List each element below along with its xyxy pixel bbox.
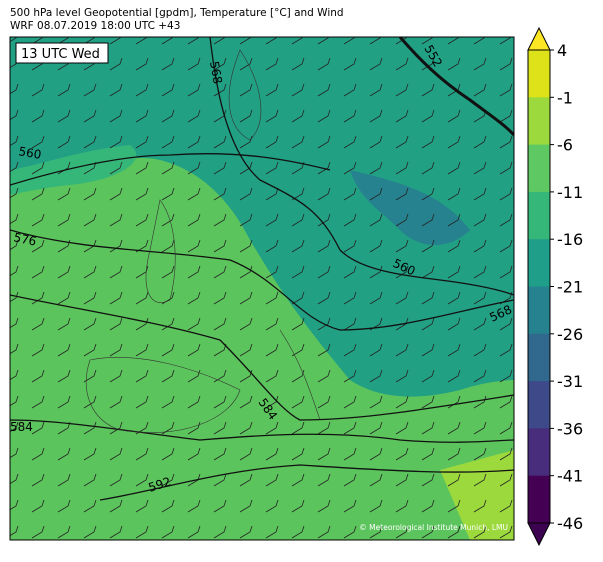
map xyxy=(10,37,514,540)
colorbar-tick-label: -11 xyxy=(557,183,583,202)
colorbar-band xyxy=(528,428,550,477)
colorbar-tick-label: -41 xyxy=(557,467,583,486)
colorbar-band xyxy=(528,97,550,146)
colorbar-band xyxy=(528,191,550,240)
wind-barbs xyxy=(10,37,514,540)
contour-label: 560 xyxy=(17,144,42,162)
contour-label: 592 xyxy=(147,474,173,494)
colorbar-band xyxy=(528,50,550,98)
colorbar-band xyxy=(528,286,550,335)
colorbar-tick-label: -21 xyxy=(557,278,583,297)
colorbar: 4 -1 -6 -11 -16 -21 -26 -31 -36 -41 -46 xyxy=(527,26,583,547)
contour-label: 576 xyxy=(12,230,37,248)
colorbar-extend-bottom xyxy=(527,522,551,547)
header-line: 500 hPa level Geopotential [gpdm], Tempe… xyxy=(10,7,344,19)
time-box xyxy=(15,42,109,64)
colorbar-band xyxy=(528,381,550,429)
colorbar-tick-label: -16 xyxy=(557,230,583,249)
colorbar-tick-label: -6 xyxy=(557,136,573,155)
colorbar-tick-label: -36 xyxy=(557,419,583,438)
header-line: WRF 08.07.2019 18:00 UTC +43 xyxy=(10,20,180,32)
contour-label: 584 xyxy=(10,420,33,434)
contour-labels: 552 568 560 576 560 568 584 584 592 xyxy=(10,43,514,495)
contours xyxy=(10,37,514,501)
colorbar-band xyxy=(528,144,550,193)
credit: © Meteorological Institute Munich, LMU xyxy=(359,523,508,532)
time-label: 13 UTC Wed xyxy=(21,47,100,62)
colorbar-tick-label: -1 xyxy=(557,88,573,107)
colorbar-band xyxy=(528,239,550,287)
colorbar-extend-top xyxy=(527,26,551,51)
colorbar-band xyxy=(528,475,550,524)
colorbar-tick-label: -46 xyxy=(557,514,583,533)
coastlines xyxy=(86,49,321,433)
colorbar-band xyxy=(528,333,550,382)
colorbar-tick-label: 4 xyxy=(557,41,567,60)
contour-label: 568 xyxy=(207,60,225,85)
colorbar-tick-label: -26 xyxy=(557,325,583,344)
colorbar-tick-label: -31 xyxy=(557,372,583,391)
map-frame xyxy=(9,36,515,541)
